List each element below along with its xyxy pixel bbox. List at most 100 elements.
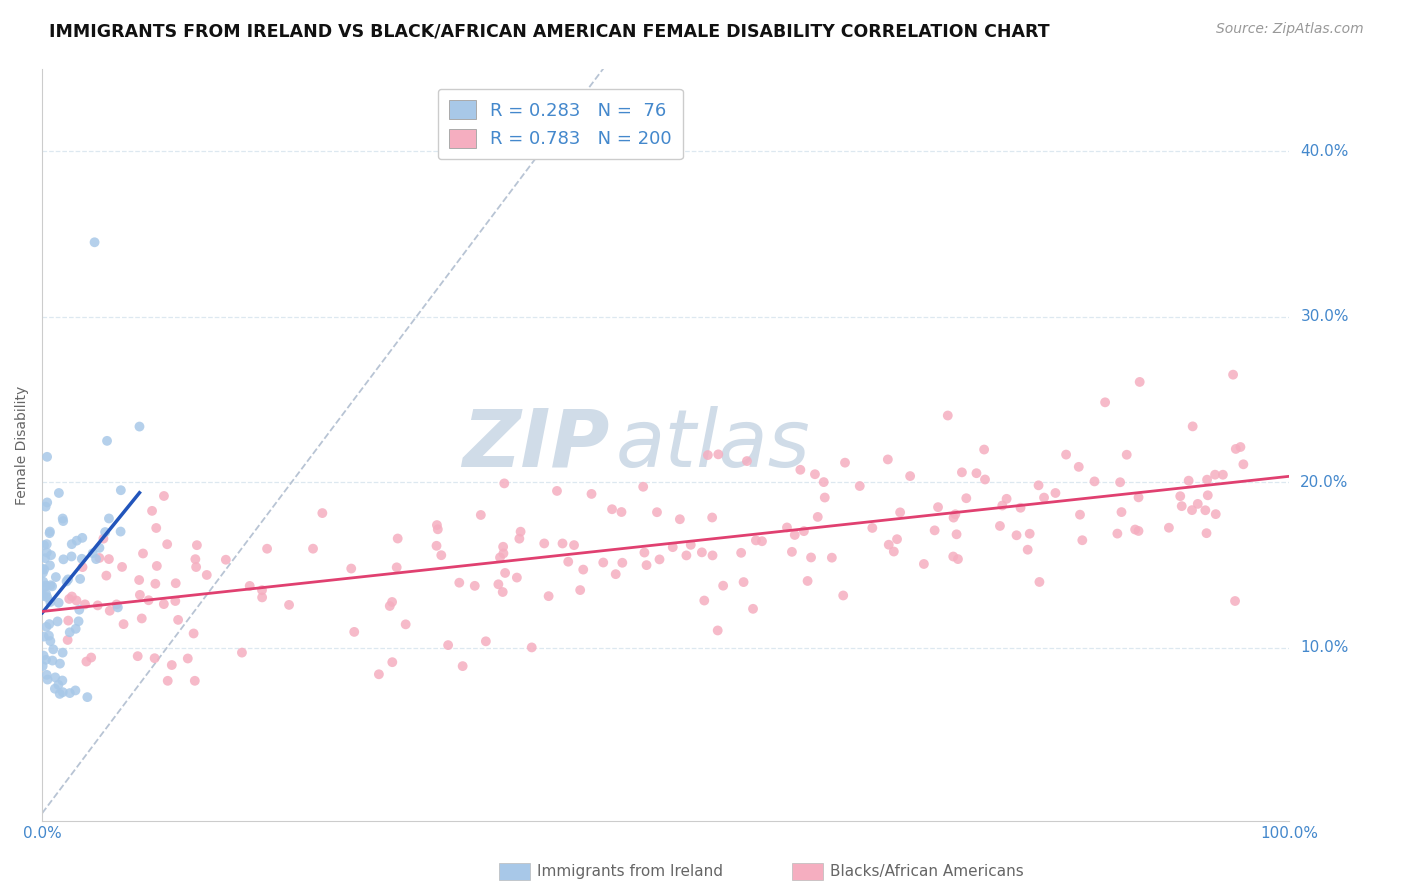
Point: [572, 563, 595, 577]
Point: [51, 673, 73, 688]
Point: [965, 466, 987, 480]
Point: [1115, 448, 1137, 462]
Point: [165, 594, 187, 608]
Point: [991, 499, 1014, 513]
Point: [470, 508, 492, 522]
Point: [37, 673, 59, 687]
Point: [59, 686, 82, 700]
Point: [1222, 368, 1244, 382]
Point: [48, 678, 70, 692]
Point: [1205, 507, 1227, 521]
Point: [814, 491, 837, 505]
Point: [1157, 521, 1180, 535]
Point: [821, 550, 844, 565]
Point: [860, 521, 883, 535]
Point: [52, 511, 75, 525]
Text: Immigrants from Ireland: Immigrants from Ireland: [537, 864, 723, 879]
Point: [45, 570, 67, 584]
Point: [32, 566, 55, 580]
Point: [912, 557, 935, 571]
Point: [569, 583, 592, 598]
Point: [1069, 508, 1091, 522]
Point: [1181, 419, 1204, 434]
Point: [1028, 478, 1050, 492]
Point: [75, 655, 97, 669]
Point: [67, 615, 90, 629]
Point: [943, 508, 966, 522]
Point: [751, 534, 773, 549]
Point: [430, 548, 453, 562]
Point: [37, 495, 59, 509]
Point: [186, 538, 208, 552]
Point: [1128, 524, 1150, 538]
Point: [1033, 491, 1056, 505]
Point: [41, 654, 63, 668]
Point: [35, 668, 58, 682]
Point: [128, 573, 150, 587]
Point: [546, 483, 568, 498]
Point: [1187, 497, 1209, 511]
Point: [475, 634, 498, 648]
Point: [65, 683, 87, 698]
Point: [60, 537, 83, 551]
Point: [153, 489, 176, 503]
Point: [35, 653, 58, 667]
Point: [67, 603, 90, 617]
Point: [1107, 526, 1129, 541]
Point: [636, 558, 658, 573]
Point: [742, 602, 765, 616]
Y-axis label: Female Disability: Female Disability: [15, 385, 30, 505]
Point: [1181, 503, 1204, 517]
Point: [675, 549, 697, 563]
Point: [876, 452, 898, 467]
Point: [464, 579, 486, 593]
Point: [107, 600, 129, 615]
Point: [131, 611, 153, 625]
Point: [1197, 488, 1219, 502]
Point: [489, 550, 512, 565]
Point: [711, 579, 734, 593]
Point: [35, 620, 58, 634]
Point: [735, 454, 758, 468]
Point: [492, 540, 515, 554]
Point: [38, 526, 60, 541]
Point: [143, 651, 166, 665]
Point: [70, 551, 93, 566]
Point: [813, 475, 835, 489]
Point: [96, 568, 118, 582]
Point: [426, 518, 449, 533]
Point: [974, 473, 997, 487]
Point: [1232, 458, 1254, 472]
Point: [153, 597, 176, 611]
Point: [425, 539, 447, 553]
Text: 10.0%: 10.0%: [1301, 640, 1348, 656]
Point: [936, 409, 959, 423]
Point: [340, 561, 363, 575]
Point: [37, 590, 59, 604]
Point: [39, 634, 62, 648]
Point: [889, 505, 911, 519]
Point: [35, 587, 58, 601]
Point: [111, 560, 134, 574]
Point: [702, 510, 724, 524]
Point: [302, 541, 325, 556]
Point: [1123, 523, 1146, 537]
Point: [60, 549, 83, 564]
Point: [65, 622, 87, 636]
Point: [165, 576, 187, 591]
Point: [96, 434, 118, 448]
Point: [38, 617, 60, 632]
Point: [927, 500, 949, 515]
Point: [506, 570, 529, 584]
Point: [76, 690, 98, 705]
Point: [492, 546, 515, 560]
Point: [39, 558, 62, 573]
Point: [707, 447, 730, 461]
Point: [955, 491, 977, 506]
Point: [97, 511, 120, 525]
Point: [1229, 440, 1251, 454]
Point: [146, 558, 169, 573]
Point: [1071, 533, 1094, 548]
Point: [1067, 459, 1090, 474]
Point: [1109, 475, 1132, 490]
